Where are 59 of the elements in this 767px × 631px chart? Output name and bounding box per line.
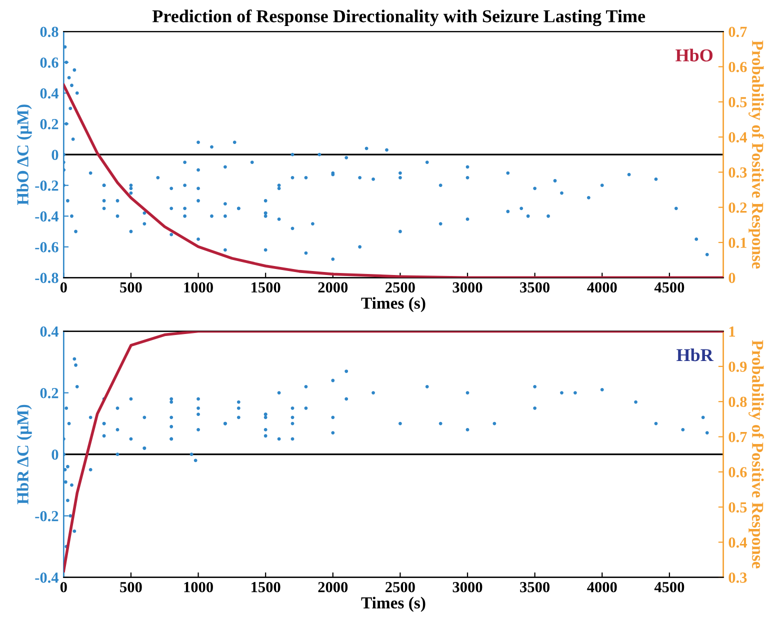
x-tick-label: 2000 xyxy=(318,582,348,592)
y2-tick-label: 0.2 xyxy=(728,202,747,213)
y2-tick-label: 1 xyxy=(729,326,735,337)
y-tick-label: 0.2 xyxy=(40,388,58,398)
y-tick-label: -0.4 xyxy=(35,211,59,222)
x-tick-label: 3500 xyxy=(520,282,550,293)
y-tick-label: -0.2 xyxy=(35,180,58,191)
x-tick-label: 4000 xyxy=(587,582,617,592)
x-tick-label: 4000 xyxy=(587,282,617,293)
x-tick-label: 4500 xyxy=(654,282,684,293)
x-tick-label: 3500 xyxy=(520,582,550,592)
y-tick-label: 0 xyxy=(52,150,58,160)
x-tick-label: 500 xyxy=(120,582,142,592)
y2-tick-label: 0.5 xyxy=(728,502,747,513)
x-tick-label: 2000 xyxy=(318,282,348,293)
x-tick-label: 0 xyxy=(60,282,67,293)
x-tick-label: 1500 xyxy=(252,582,280,592)
y-axis-title: HbO ΔC (μM) xyxy=(16,104,32,205)
y-tick-label: 0.2 xyxy=(40,118,58,130)
x-tick-label: 3000 xyxy=(452,282,482,293)
y-tick-label: -0.6 xyxy=(35,242,58,252)
y-tick-label: 0.8 xyxy=(40,26,58,38)
x-axis-title: Times (s) xyxy=(361,596,426,612)
y-tick-label: 0.4 xyxy=(40,326,59,337)
y2-tick-label: 0.3 xyxy=(728,167,747,178)
x-tick-label: 0 xyxy=(60,582,67,592)
annotation: HbR xyxy=(676,348,714,362)
y2-tick-label: 0.9 xyxy=(728,362,747,372)
y-tick-label: 0.6 xyxy=(40,57,58,68)
y-tick-label: -0.8 xyxy=(35,272,58,284)
y2-tick-label: 0.6 xyxy=(728,62,747,72)
y-tick-label: 0 xyxy=(52,449,58,460)
y2-tick-label: 0.8 xyxy=(728,396,747,408)
y-tick-label: -0.4 xyxy=(35,572,59,583)
x-tick-label: 1000 xyxy=(184,582,213,592)
y2-tick-label: 0 xyxy=(728,272,736,284)
x-tick-label: 3000 xyxy=(452,582,482,592)
y2-axis-title: Probability of Positive Response xyxy=(748,40,764,269)
y2-tick-label: 0.6 xyxy=(728,467,747,478)
x-tick-label: 2500 xyxy=(386,582,415,592)
y-tick-label: 0.4 xyxy=(40,88,59,99)
x-tick-label: 2500 xyxy=(386,282,415,293)
x-tick-label: 500 xyxy=(120,282,142,293)
y2-axis-title: Probability of Positive Response xyxy=(748,340,764,568)
annotation: HbO xyxy=(676,48,713,62)
y2-tick-label: 0.7 xyxy=(728,432,747,442)
x-tick-label: 1000 xyxy=(184,282,213,293)
y-tick-label: -0.2 xyxy=(35,510,58,522)
y-axis-title: HbR ΔC (μM) xyxy=(16,404,32,504)
chart-title: Prediction of Response Directionality with Seizure Lasting Time xyxy=(152,9,646,26)
y2-tick-label: 0.4 xyxy=(728,537,747,548)
x-axis-title: Times (s) xyxy=(361,297,426,312)
y2-tick-label: 0.1 xyxy=(728,238,746,248)
y2-tick-label: 0.4 xyxy=(728,132,747,143)
y2-tick-label: 0.5 xyxy=(728,97,747,108)
y2-tick-label: 0.3 xyxy=(728,572,747,583)
x-tick-label: 1500 xyxy=(252,282,280,293)
x-tick-label: 4500 xyxy=(654,582,684,592)
y2-tick-label: 0.7 xyxy=(728,26,747,38)
